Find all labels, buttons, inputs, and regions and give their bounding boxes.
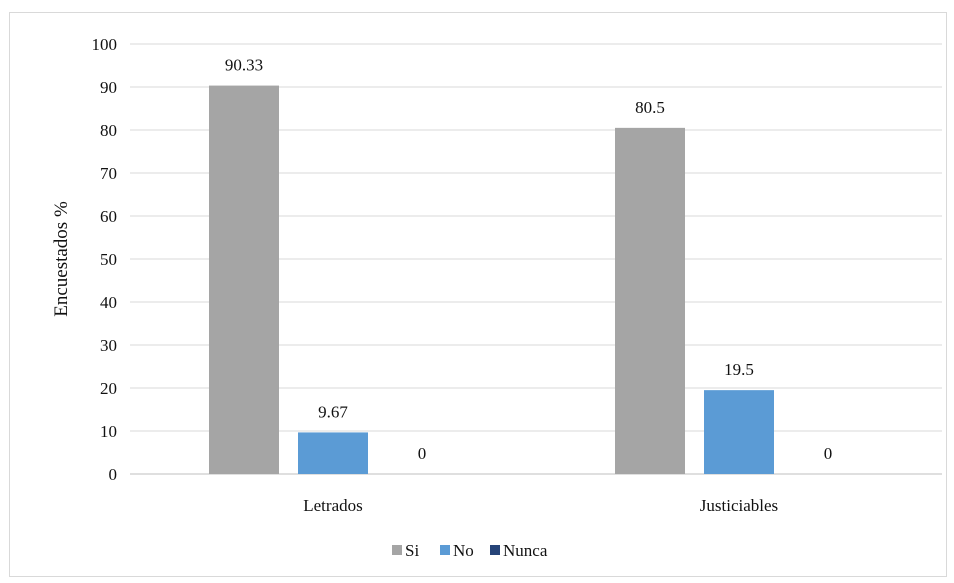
x-category-label: Justiciables [700, 496, 778, 515]
legend-label-no: No [453, 541, 474, 560]
axis-layer: 0 10 20 30 40 50 60 70 80 90 100 Letrados Justiciabl… [92, 35, 942, 515]
y-tick-label: 100 [92, 35, 118, 54]
y-tick-label: 0 [109, 465, 118, 484]
y-tick-label: 20 [100, 379, 117, 398]
bar-layer [209, 85, 774, 475]
y-tick-label: 90 [100, 78, 117, 97]
y-tick-label: 40 [100, 293, 117, 312]
legend-swatch-si [392, 545, 402, 555]
legend-swatch-nunca [490, 545, 500, 555]
x-category-label: Letrados [303, 496, 362, 515]
legend-label-si: Si [405, 541, 419, 560]
data-label: 19.5 [724, 360, 754, 379]
y-tick-label: 50 [100, 250, 117, 269]
data-label: 9.67 [318, 402, 348, 421]
bar-no-letrados [298, 432, 368, 474]
data-label: 80.5 [635, 98, 665, 117]
data-label: 0 [418, 444, 427, 463]
y-axis-title: Encuestados % [51, 201, 72, 317]
y-tick-label: 60 [100, 207, 117, 226]
data-label: 0 [824, 444, 833, 463]
y-tick-label: 10 [100, 422, 117, 441]
y-tick-label: 70 [100, 164, 117, 183]
legend: Si No Nunca [392, 541, 548, 560]
legend-label-nunca: Nunca [503, 541, 548, 560]
bar-no-justiciables [704, 390, 774, 474]
label-layer: 90.33 9.67 0 80.5 19.5 0 [225, 56, 832, 463]
chart-frame [9, 12, 947, 577]
legend-swatch-no [440, 545, 450, 555]
data-label: 90.33 [225, 56, 263, 75]
y-tick-label: 30 [100, 336, 117, 355]
y-tick-label: 80 [100, 121, 117, 140]
bar-si-letrados [209, 85, 279, 475]
bar-si-justiciables [615, 127, 685, 474]
